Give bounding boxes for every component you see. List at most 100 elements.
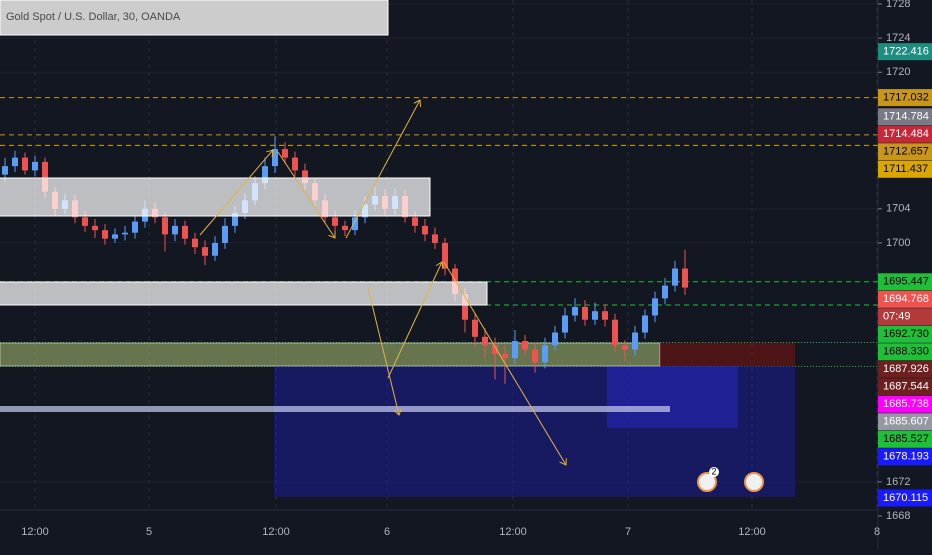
badge-count: 2 — [711, 466, 716, 476]
candle-body — [82, 217, 88, 226]
event-icons: 2 — [697, 466, 764, 492]
price-tag — [878, 395, 932, 413]
arrow — [277, 151, 335, 238]
candle-body — [592, 311, 598, 320]
candle-body — [132, 221, 138, 233]
x-tick-label: 7 — [625, 526, 631, 538]
event-icon[interactable] — [697, 472, 717, 492]
price-tag-label: 1685.738 — [883, 398, 929, 410]
price-tag — [878, 108, 932, 126]
candle-body — [352, 217, 358, 231]
candle-body — [292, 157, 298, 171]
price-tag — [878, 43, 932, 61]
candle-body — [442, 242, 448, 269]
candle-body — [332, 217, 338, 226]
zone — [0, 406, 670, 412]
candle-body — [572, 306, 578, 316]
candle-body — [522, 341, 528, 350]
price-tag-label: 1714.484 — [883, 128, 929, 140]
event-icon[interactable] — [744, 472, 764, 492]
candle-body — [682, 268, 688, 288]
price-tag — [878, 360, 932, 378]
zone — [660, 343, 795, 366]
candle-body — [102, 230, 108, 239]
price-tag — [878, 378, 932, 396]
candle-body — [92, 225, 98, 231]
arrow — [345, 100, 420, 239]
arrow — [199, 150, 273, 236]
candle-body — [162, 217, 168, 235]
price-tag-label: 1692.730 — [883, 328, 929, 340]
price-tag-label: 1670.115 — [883, 492, 928, 504]
candle-body — [412, 217, 418, 226]
arrow — [367, 287, 399, 415]
candle-body — [32, 161, 38, 171]
candle-body — [532, 349, 538, 363]
candle-body — [42, 161, 48, 192]
price-tag-label: 1711.437 — [883, 163, 928, 175]
price-tag-label: 1722.416 — [883, 46, 929, 58]
price-tag-label: 1712.657 — [883, 146, 929, 158]
x-tick-label: 8 — [874, 526, 880, 538]
candle-body — [12, 157, 18, 167]
price-tag — [878, 160, 932, 178]
price-tag — [878, 325, 932, 343]
badge — [709, 467, 719, 477]
candle-body — [502, 353, 508, 359]
price-tag-label: 1687.926 — [883, 363, 929, 375]
zone — [0, 281, 488, 306]
candle-body — [672, 268, 678, 286]
candle-body — [482, 336, 488, 346]
price-tag — [878, 290, 932, 308]
candle-body — [632, 332, 638, 350]
y-tick-label: 1724 — [886, 32, 910, 44]
zone — [0, 177, 431, 217]
candle-body — [262, 166, 268, 184]
x-tick-label: 12:00 — [262, 526, 290, 538]
candle-body — [582, 306, 588, 320]
candle-body — [342, 225, 348, 231]
price-tag-label: 1685.527 — [883, 433, 929, 445]
price-tag-label: 1687.544 — [883, 381, 929, 393]
candle-body — [22, 157, 28, 171]
candle-body — [462, 294, 468, 320]
candle-body — [192, 238, 198, 248]
price-tag-label: 07:49 — [883, 311, 911, 323]
price-tag — [878, 413, 932, 431]
x-tick-label: 6 — [384, 526, 390, 538]
candle-body — [602, 311, 608, 320]
candle-body — [172, 225, 178, 235]
y-tick-label: 1672 — [886, 476, 910, 488]
y-tick-label: 1668 — [886, 510, 910, 522]
candle-body — [662, 285, 668, 299]
price-tag-label: 1695.447 — [883, 276, 929, 288]
y-tick-label: 1720 — [886, 66, 910, 78]
candle-body — [552, 332, 558, 346]
candle-body — [612, 319, 618, 346]
price-tag — [878, 89, 932, 107]
price-tag — [878, 143, 932, 161]
candle-body — [432, 234, 438, 243]
arrow — [387, 262, 442, 379]
candle-body — [562, 315, 568, 333]
drawings — [0, 0, 566, 465]
price-tag — [878, 308, 932, 326]
price-tag — [878, 343, 932, 361]
candle-body — [422, 225, 428, 235]
price-tag-label: 1678.193 — [883, 451, 929, 463]
candle-body — [2, 166, 8, 175]
price-tag-label: 1685.607 — [883, 416, 929, 428]
candle-body — [622, 345, 628, 350]
candle-body — [472, 319, 478, 337]
price-tag-label: 1694.768 — [883, 293, 929, 305]
candle-body — [222, 225, 228, 243]
candle-body — [272, 149, 278, 167]
y-tick-label: 1704 — [886, 203, 910, 215]
candle-body — [652, 298, 658, 316]
title-box — [0, 0, 389, 36]
x-tick-label: 12:00 — [499, 526, 527, 538]
y-tick-label: 1728 — [886, 0, 910, 10]
price-tag-label: 1717.032 — [883, 91, 929, 103]
price-tag — [878, 125, 932, 143]
